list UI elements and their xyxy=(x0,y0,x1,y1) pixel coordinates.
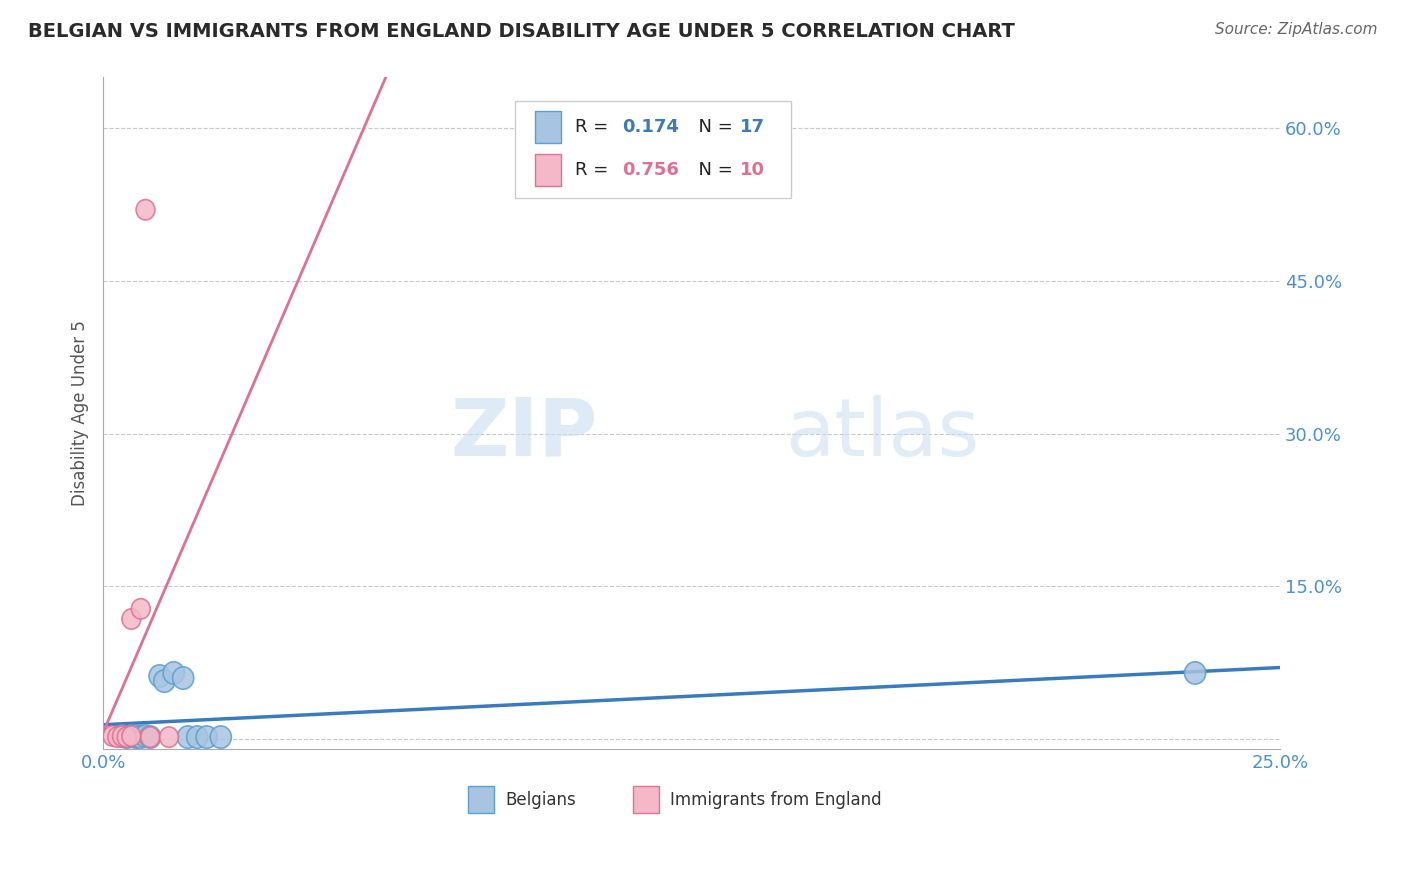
Y-axis label: Disability Age Under 5: Disability Age Under 5 xyxy=(72,320,89,507)
Ellipse shape xyxy=(187,726,208,748)
FancyBboxPatch shape xyxy=(534,153,561,186)
Ellipse shape xyxy=(141,727,160,747)
FancyBboxPatch shape xyxy=(468,786,494,814)
Text: 0.756: 0.756 xyxy=(621,161,679,178)
Ellipse shape xyxy=(111,725,132,747)
Ellipse shape xyxy=(177,726,198,748)
Ellipse shape xyxy=(117,726,138,748)
Ellipse shape xyxy=(117,727,136,747)
Ellipse shape xyxy=(149,665,170,687)
Ellipse shape xyxy=(121,725,142,747)
Ellipse shape xyxy=(136,200,155,220)
Ellipse shape xyxy=(122,726,141,747)
FancyBboxPatch shape xyxy=(515,101,792,198)
Text: atlas: atlas xyxy=(786,394,980,473)
Ellipse shape xyxy=(108,727,127,747)
FancyBboxPatch shape xyxy=(633,786,658,814)
Text: ZIP: ZIP xyxy=(450,394,598,473)
Ellipse shape xyxy=(131,726,152,748)
Ellipse shape xyxy=(131,599,150,619)
Text: 17: 17 xyxy=(740,119,765,136)
Ellipse shape xyxy=(125,725,146,747)
Text: R =: R = xyxy=(575,119,614,136)
Ellipse shape xyxy=(153,670,174,692)
Ellipse shape xyxy=(211,726,232,748)
Ellipse shape xyxy=(125,726,146,748)
Text: N =: N = xyxy=(686,119,738,136)
Text: Source: ZipAtlas.com: Source: ZipAtlas.com xyxy=(1215,22,1378,37)
Ellipse shape xyxy=(139,726,160,748)
Ellipse shape xyxy=(112,726,131,747)
Text: Immigrants from England: Immigrants from England xyxy=(671,790,882,809)
Ellipse shape xyxy=(1184,662,1206,684)
FancyBboxPatch shape xyxy=(534,112,561,144)
Text: Belgians: Belgians xyxy=(506,790,576,809)
Text: 0.174: 0.174 xyxy=(621,119,679,136)
Ellipse shape xyxy=(122,609,141,629)
Text: 10: 10 xyxy=(740,161,765,178)
Text: R =: R = xyxy=(575,161,614,178)
Ellipse shape xyxy=(163,662,184,684)
Ellipse shape xyxy=(195,726,218,748)
Text: N =: N = xyxy=(686,161,738,178)
Ellipse shape xyxy=(173,667,194,690)
Ellipse shape xyxy=(103,726,122,747)
Text: BELGIAN VS IMMIGRANTS FROM ENGLAND DISABILITY AGE UNDER 5 CORRELATION CHART: BELGIAN VS IMMIGRANTS FROM ENGLAND DISAB… xyxy=(28,22,1015,41)
Ellipse shape xyxy=(135,725,156,747)
Ellipse shape xyxy=(160,727,179,747)
